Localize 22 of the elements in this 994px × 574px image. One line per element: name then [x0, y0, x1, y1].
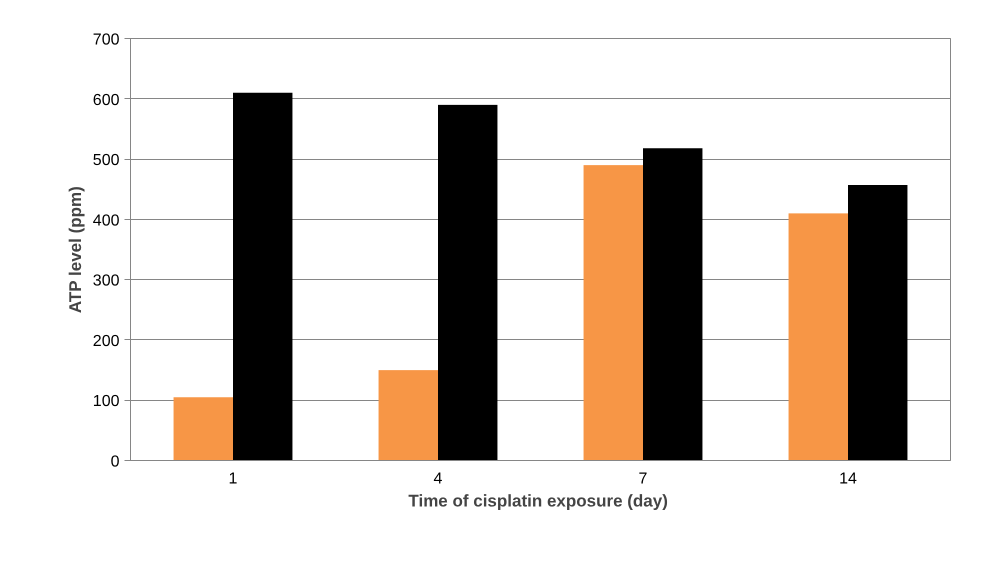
bar — [788, 213, 848, 460]
bar — [848, 184, 908, 460]
x-tick-label: 1 — [228, 470, 238, 488]
y-tick-label: 400 — [92, 212, 120, 230]
y-tick-label: 300 — [92, 272, 120, 290]
y-tick-label: 0 — [110, 454, 120, 470]
y-tick-label: 600 — [92, 92, 120, 109]
x-tick-label: 4 — [434, 470, 443, 488]
bar — [174, 397, 233, 460]
y-tick-label: 700 — [92, 32, 120, 48]
bar — [643, 148, 702, 460]
bar — [378, 370, 438, 460]
y-tick-label: 500 — [92, 152, 120, 170]
y-tick-label: 100 — [92, 393, 120, 410]
x-axis-title: Time of cisplatin exposure (day) — [408, 492, 668, 510]
y-tick-label: 200 — [92, 332, 120, 350]
x-tick-label: 7 — [638, 470, 648, 488]
bar — [233, 92, 292, 460]
x-tick-label: 14 — [839, 470, 857, 488]
bar — [584, 165, 643, 460]
y-axis-title: ATP level (ppm) — [66, 186, 85, 314]
bar — [438, 104, 498, 460]
